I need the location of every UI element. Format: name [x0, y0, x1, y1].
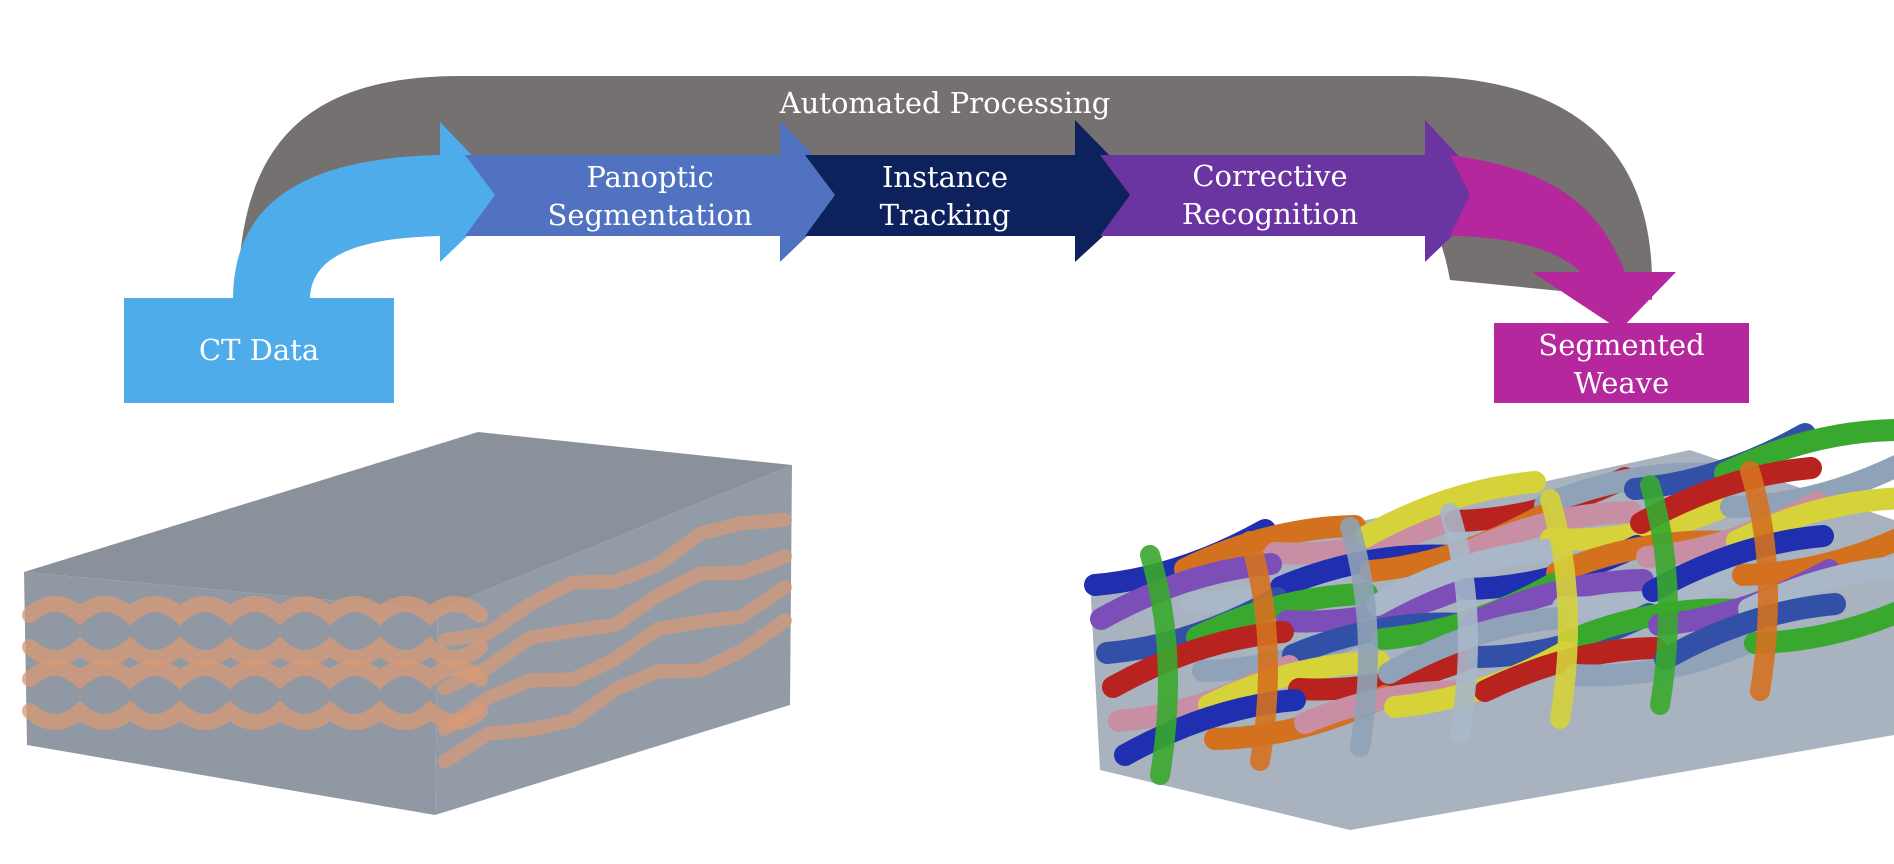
instance-tracking-label: Instance Tracking	[879, 160, 1011, 232]
panoptic-segmentation-label: Panoptic Segmentation	[547, 160, 753, 232]
automated-processing-arc	[238, 76, 1652, 300]
instance-tracking-arrow	[805, 120, 1148, 262]
fiber-bundle	[22, 660, 488, 690]
weave-tow	[1140, 545, 1178, 785]
fiber-bundle	[438, 613, 792, 769]
segmented-weave-curved-arrow	[1450, 155, 1676, 330]
weave-tow	[1340, 517, 1378, 757]
ct-data-box	[124, 298, 394, 403]
weave-tow	[1174, 515, 1366, 580]
ct-data-curved-arrow	[233, 122, 510, 300]
ct-data-label: CT Data	[198, 333, 320, 367]
fiber-bundle	[438, 512, 792, 647]
weave-tow	[1450, 501, 1642, 566]
weave-tow	[1640, 475, 1678, 715]
automated-processing-label: Automated Processing	[779, 86, 1111, 120]
segmented-weave-render	[1084, 419, 1894, 830]
weave-tow	[1240, 531, 1278, 771]
ct-volume-block	[22, 432, 792, 815]
fiber-bundle	[438, 580, 792, 737]
weave-tow	[1552, 565, 1744, 619]
fiber-bundle	[22, 636, 488, 666]
corrective-recognition-label: Corrective Recognition	[1181, 159, 1359, 231]
weave-tow	[1440, 503, 1478, 743]
weave-tow	[1540, 489, 1578, 729]
weave-tow	[1288, 647, 1480, 701]
fiber-bundle	[22, 596, 488, 626]
panoptic-segmentation-arrow	[465, 120, 850, 262]
weave-tow	[1354, 471, 1546, 548]
weave-tow	[1186, 583, 1378, 648]
corrective-recognition-arrow	[1100, 120, 1495, 262]
fiber-bundle	[438, 549, 792, 696]
weave-tow	[1540, 497, 1732, 551]
segmented-weave-label: Segmented Weave	[1538, 328, 1705, 400]
fiber-bundle	[22, 700, 488, 730]
weave-tow	[1740, 461, 1778, 701]
segmented-weave-box	[1494, 323, 1749, 403]
weave-tow	[1654, 593, 1846, 670]
